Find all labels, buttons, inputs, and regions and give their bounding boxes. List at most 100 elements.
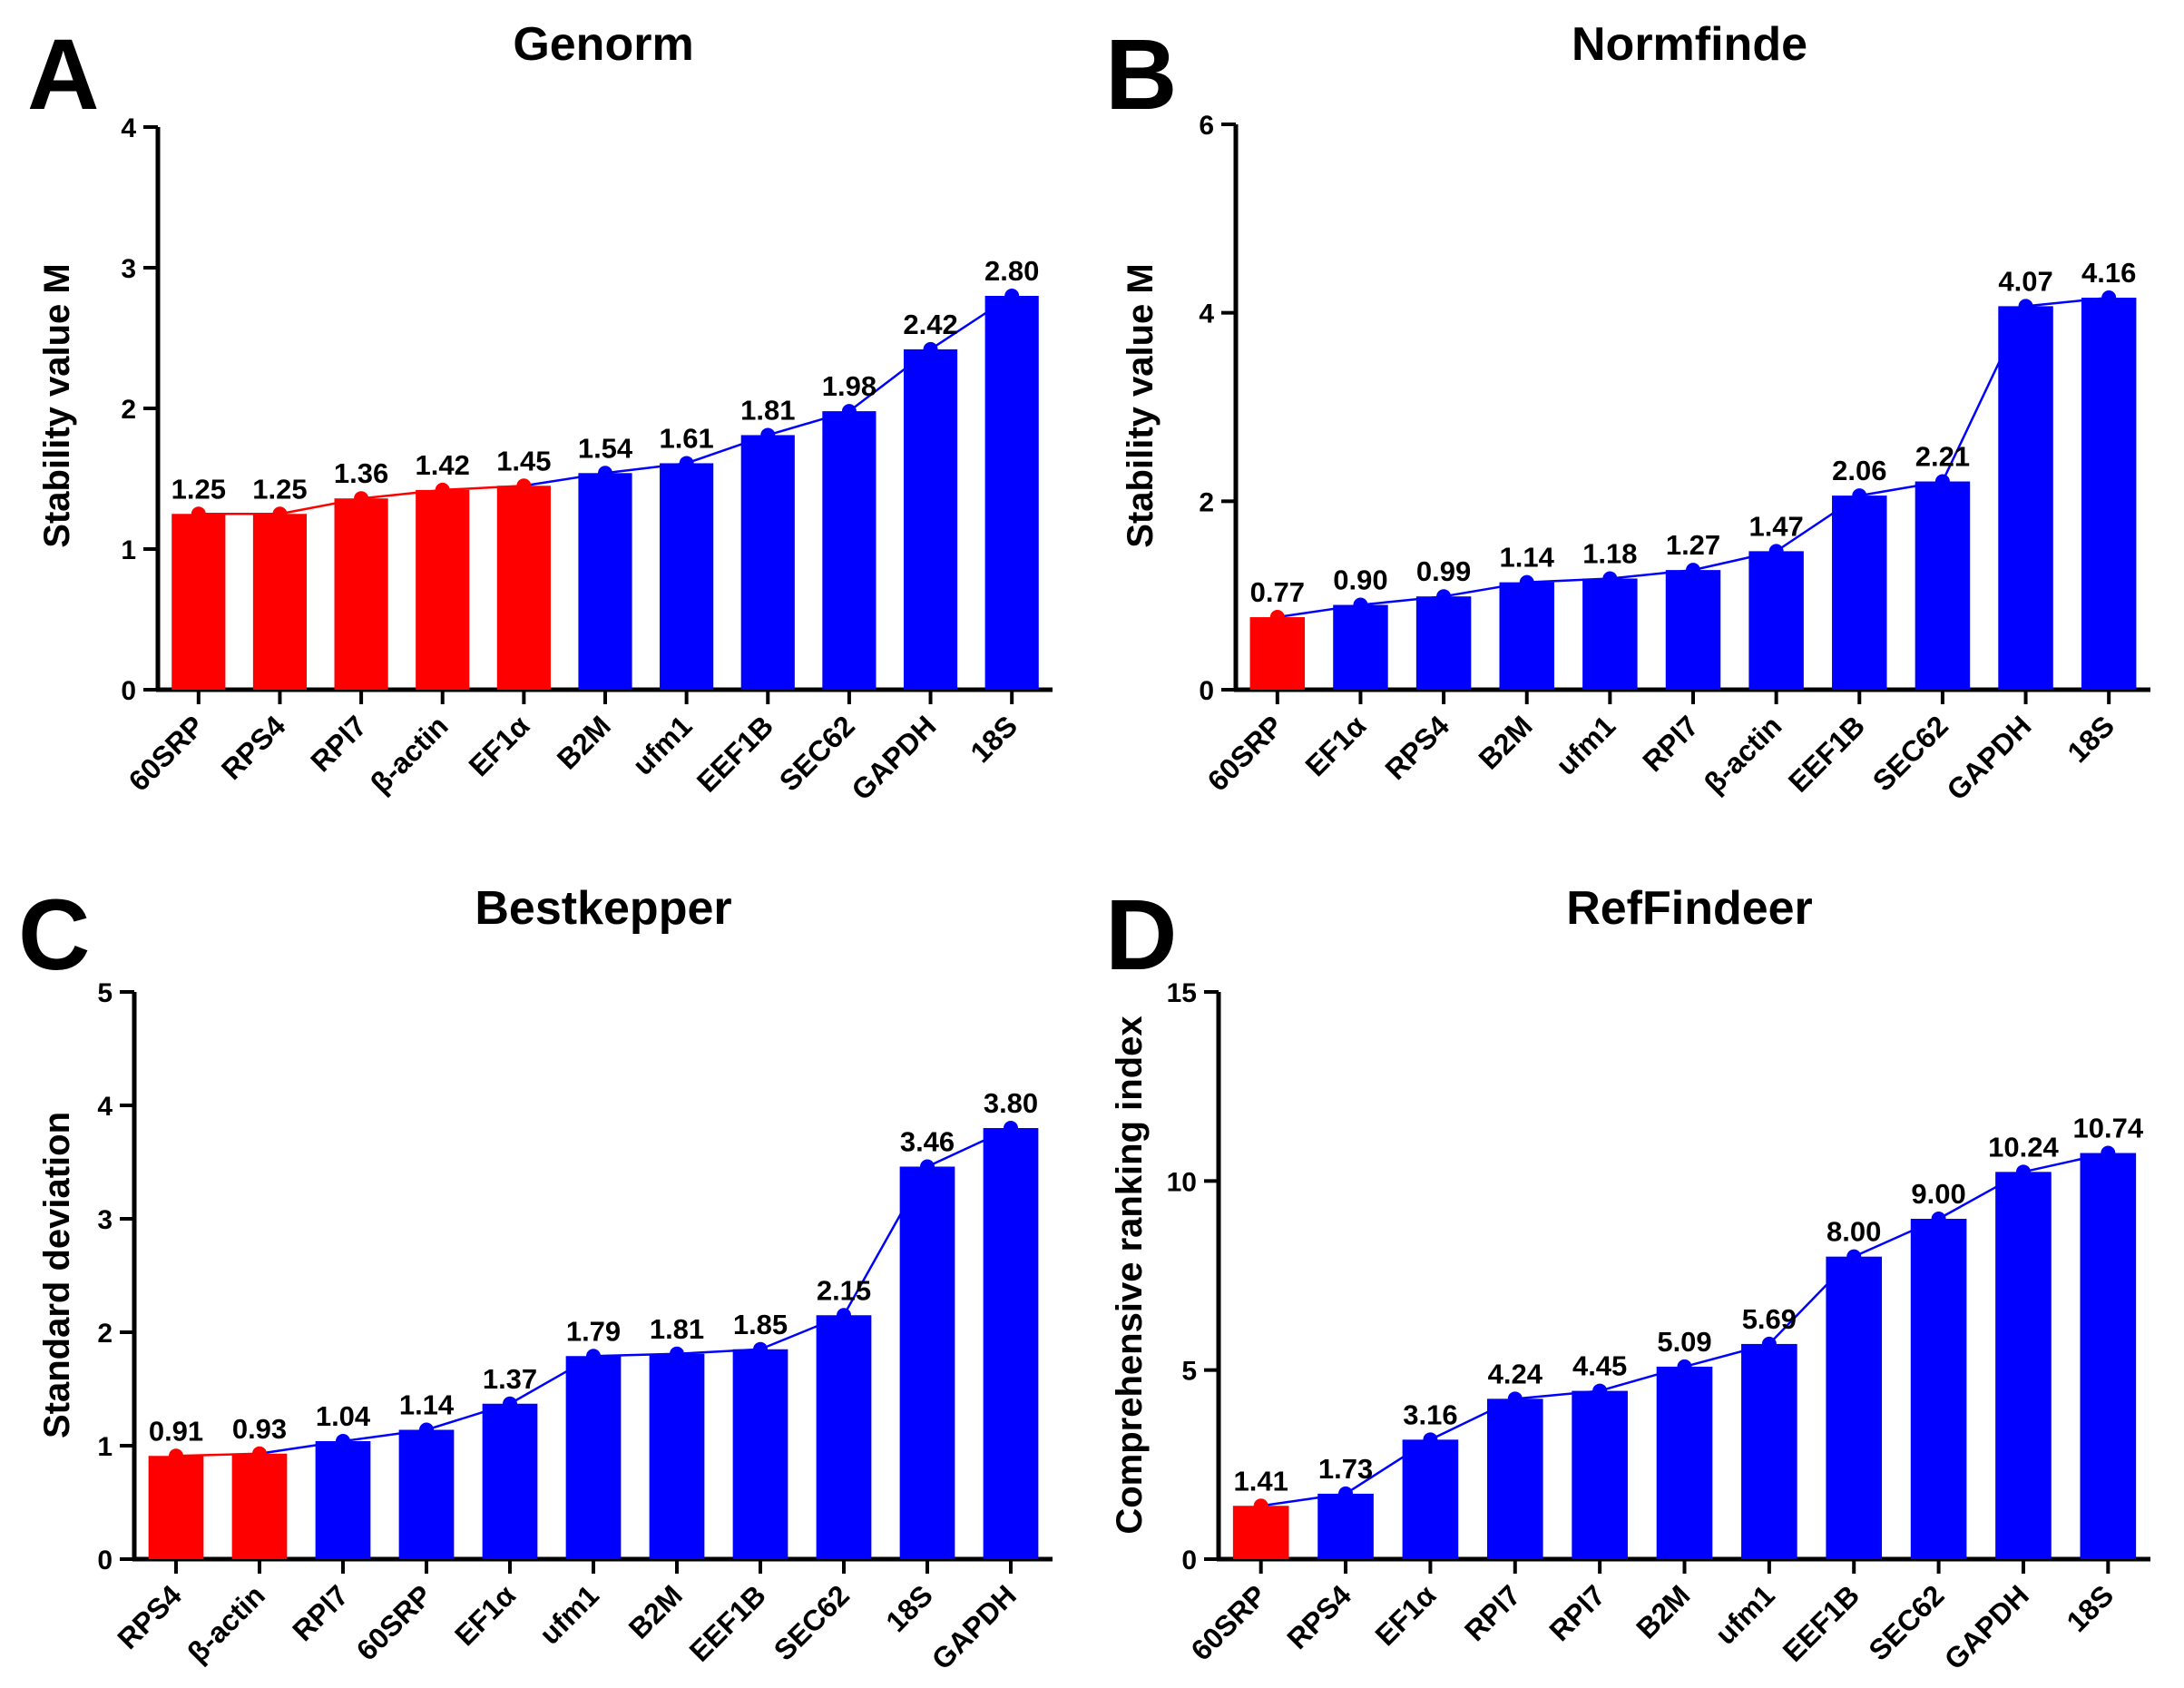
- data-point-b: [1852, 488, 1867, 504]
- x-tick-label-b: β-actin: [1698, 709, 1788, 800]
- x-tick-label-c: 18S: [879, 1578, 939, 1638]
- x-tick-label-b: 18S: [2061, 709, 2120, 769]
- x-tick-label-d: SEC62: [1862, 1578, 1950, 1666]
- series-line-c: [175, 1452, 260, 1457]
- data-label-d: 1.41: [1234, 1465, 1288, 1497]
- data-label-d: 5.09: [1657, 1326, 1711, 1358]
- data-label-c: 1.04: [316, 1400, 371, 1432]
- bar-d: [1486, 1398, 1543, 1559]
- data-point-c: [169, 1448, 183, 1464]
- data-label-b: 0.90: [1333, 564, 1387, 596]
- bar-b: [1499, 582, 1554, 690]
- bar-c: [231, 1453, 288, 1559]
- x-tick-label-b: 60SRP: [1201, 709, 1289, 797]
- data-point-a: [1004, 289, 1020, 303]
- x-tick-label-d: B2M: [1630, 1578, 1696, 1644]
- x-tick-label-d: RPl7: [1458, 1578, 1527, 1647]
- data-label-c: 1.85: [733, 1309, 788, 1340]
- data-label-d: 10.24: [1988, 1131, 2059, 1163]
- data-label-c: 1.37: [483, 1363, 537, 1395]
- data-point-d: [2101, 1145, 2116, 1161]
- series-line-a: [360, 488, 443, 500]
- data-label-a: 1.61: [659, 422, 713, 454]
- data-label-a: 1.54: [578, 432, 633, 464]
- series-line-c: [676, 1348, 761, 1355]
- bar-b: [1998, 306, 2053, 690]
- bar-b: [1915, 481, 1971, 690]
- y-axis-label-a: Stability value M: [37, 263, 77, 547]
- data-point-a: [760, 427, 776, 443]
- data-label-c: 1.79: [566, 1315, 621, 1347]
- data-point-d: [1253, 1498, 1268, 1514]
- bar-c: [983, 1128, 1039, 1559]
- panel-letter-c: C: [18, 879, 90, 991]
- x-tick-label-c: EEF1B: [683, 1578, 772, 1667]
- data-point-c: [503, 1396, 517, 1411]
- x-tick-label-a: β-actin: [364, 709, 455, 800]
- bar-b: [1748, 551, 1804, 690]
- x-tick-label-a: GAPDH: [845, 709, 942, 806]
- data-point-b: [1436, 589, 1452, 604]
- y-tick-label-d: 10: [1167, 1167, 1197, 1197]
- data-point-d: [1338, 1486, 1354, 1501]
- series-line-d: [1260, 1492, 1347, 1507]
- series-line-d: [1429, 1398, 1516, 1441]
- x-tick-label-b: EEF1B: [1782, 709, 1871, 798]
- data-point-c: [753, 1341, 768, 1357]
- series-line-d: [2022, 1152, 2109, 1173]
- y-tick-label-d: 0: [1181, 1546, 1197, 1575]
- y-tick-label-c: 0: [97, 1546, 113, 1575]
- bar-a: [822, 411, 877, 690]
- x-tick-label-a: RPS4: [215, 709, 292, 786]
- data-label-b: 1.47: [1748, 510, 1803, 542]
- series-line-b: [1277, 604, 1361, 619]
- series-line-b: [1443, 581, 1527, 598]
- series-line-c: [593, 1352, 678, 1358]
- series-line-d: [1768, 1255, 1856, 1345]
- x-tick-label-c: 60SRP: [350, 1578, 438, 1666]
- x-tick-label-a: ufm1: [626, 709, 699, 781]
- data-point-b: [1686, 563, 1700, 578]
- bar-a: [416, 489, 470, 690]
- series-line-d: [1345, 1438, 1432, 1495]
- series-line-c: [842, 1165, 929, 1316]
- x-tick-label-b: GAPDH: [1940, 709, 2037, 806]
- bar-c: [398, 1429, 455, 1559]
- bar-c: [899, 1166, 955, 1559]
- chart-title-a: Genorm: [513, 18, 693, 71]
- series-line-d: [1937, 1171, 2024, 1221]
- data-label-c: 0.91: [149, 1415, 203, 1447]
- y-axis-label-d: Comprehensive ranking index: [1110, 1016, 1150, 1534]
- bar-d: [2080, 1153, 2137, 1559]
- bar-b: [1249, 617, 1306, 690]
- series-line-a: [767, 409, 850, 437]
- bar-d: [1741, 1343, 1797, 1559]
- data-label-a: 1.36: [334, 457, 388, 489]
- series-line-a: [686, 434, 769, 465]
- data-point-b: [1353, 597, 1368, 613]
- y-tick-label-b: 6: [1199, 111, 1214, 141]
- data-label-b: 1.27: [1666, 529, 1720, 561]
- series-line-a: [524, 472, 606, 487]
- bar-b: [1333, 604, 1388, 690]
- data-label-c: 0.93: [232, 1413, 287, 1445]
- panel-letter-d: D: [1105, 879, 1177, 991]
- series-line-a: [929, 294, 1013, 350]
- bar-b: [1415, 596, 1472, 690]
- series-line-d: [1853, 1217, 1940, 1258]
- bar-c: [816, 1315, 872, 1559]
- bar-a: [171, 514, 226, 690]
- x-tick-label-a: RPl7: [304, 709, 373, 778]
- chart-title-b: Normfinde: [1572, 18, 1807, 71]
- data-point-d: [2015, 1164, 2031, 1180]
- series-line-c: [759, 1314, 845, 1350]
- data-point-a: [435, 482, 450, 497]
- data-point-b: [2101, 290, 2117, 306]
- bar-d: [1402, 1439, 1459, 1559]
- data-label-d: 4.45: [1572, 1350, 1627, 1382]
- data-point-a: [841, 404, 857, 419]
- x-tick-label-d: GAPDH: [1938, 1578, 2035, 1675]
